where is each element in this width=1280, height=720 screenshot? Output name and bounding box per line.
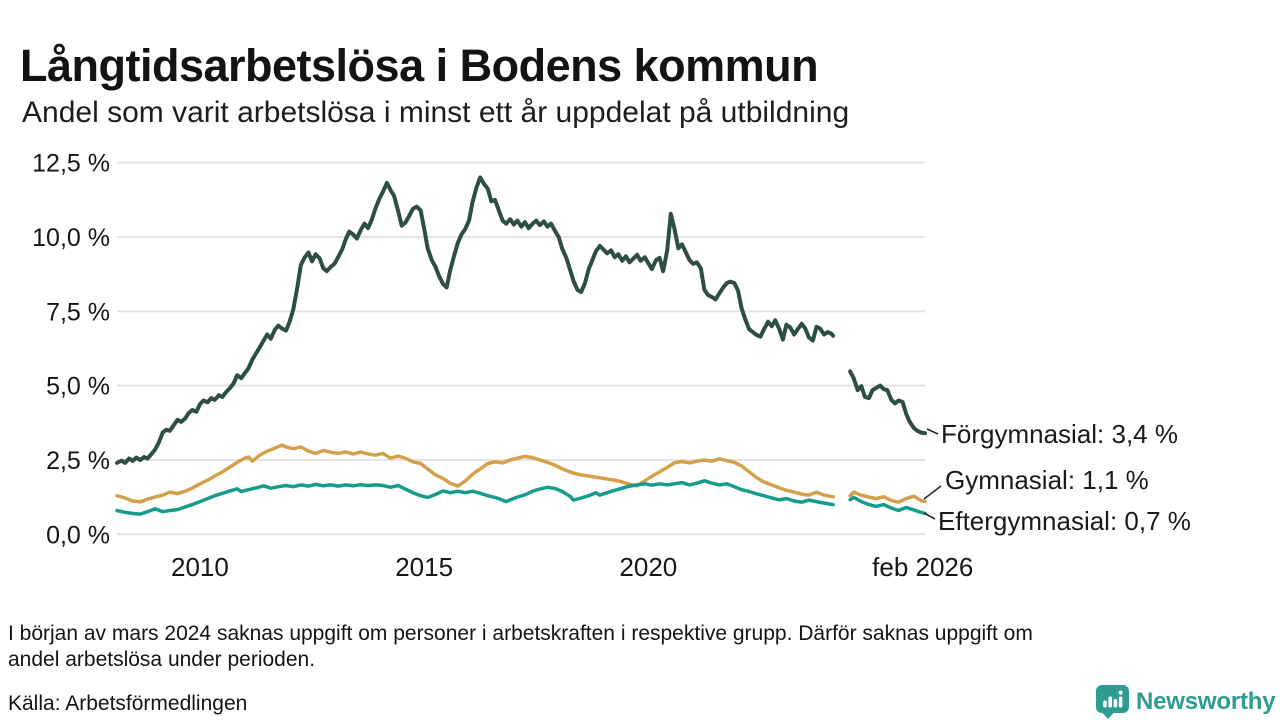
- series-label-eftergymnasial: Eftergymnasial: 0,7 %: [938, 506, 1191, 536]
- newsworthy-logo: Newsworthy: [1096, 684, 1276, 720]
- series-label-gymnasial: Gymnasial: 1,1 %: [945, 465, 1149, 495]
- line-förgymnasial: [115, 175, 836, 465]
- line-gymnasial: [115, 443, 835, 504]
- footnote-line-1: I början av mars 2024 saknas uppgift om …: [8, 622, 1033, 645]
- y-tick-label: 5,0 %: [46, 373, 110, 401]
- series-lines: [115, 175, 927, 516]
- line-eftergymnasial: [848, 495, 927, 516]
- x-axis-tick-labels: 2010 2015 2020 feb 2026: [171, 552, 973, 582]
- newsworthy-bar-chart-pin-icon: [1096, 685, 1129, 719]
- y-tick-label: 10,0 %: [32, 224, 110, 252]
- line-eftergymnasial: [115, 479, 835, 516]
- y-axis-tick-labels: 12,5 % 10,0 % 7,5 % 5,0 % 2,5 % 0,0 %: [32, 150, 110, 550]
- label-connector-eftergymnasial: [923, 512, 936, 520]
- source-note: Källa: Arbetsförmedlingen: [8, 692, 248, 715]
- x-tick-label: 2020: [619, 552, 677, 582]
- page-title: Långtidsarbetslösa i Bodens kommun: [20, 40, 819, 92]
- newsworthy-wordmark: Newsworthy: [1136, 688, 1276, 715]
- series-label-förgymnasial: Förgymnasial: 3,4 %: [941, 419, 1178, 449]
- y-tick-label: 12,5 %: [32, 150, 110, 178]
- x-tick-label: 2010: [171, 552, 229, 582]
- y-tick-label: 7,5 %: [46, 298, 110, 326]
- gridlines: [117, 161, 925, 536]
- line-gymnasial: [848, 490, 927, 504]
- footnote-line-2: andel arbetslösa under perioden.: [8, 648, 316, 671]
- footnote: I början av mars 2024 saknas uppgift om …: [8, 621, 1272, 673]
- series-end-labels: Förgymnasial: 3,4 % Gymnasial: 1,1 % Efter…: [923, 419, 1191, 536]
- label-connector-förgymnasial: [926, 428, 939, 435]
- line-förgymnasial: [848, 369, 927, 436]
- y-tick-label: 2,5 %: [46, 447, 110, 475]
- y-tick-label: 0,0 %: [46, 521, 110, 549]
- x-tick-label: feb 2026: [872, 552, 973, 582]
- x-tick-label: 2015: [395, 552, 453, 582]
- label-connector-gymnasial: [923, 485, 942, 500]
- page-subtitle: Andel som varit arbetslösa i minst ett å…: [22, 96, 850, 129]
